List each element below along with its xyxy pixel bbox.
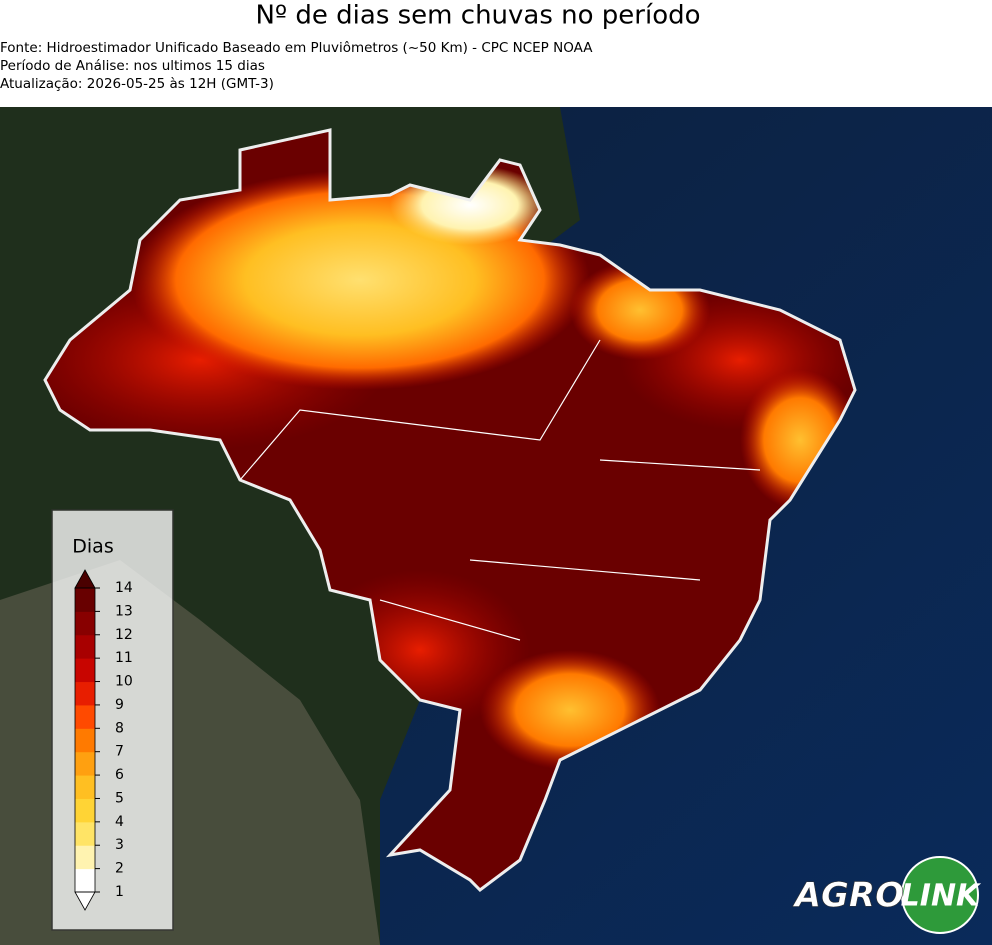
colorbar-segment <box>75 821 95 846</box>
colorbar-segment <box>75 728 95 753</box>
colorbar-segment <box>75 611 95 636</box>
colorbar-segment <box>75 845 95 870</box>
colorbar-segment <box>75 751 95 776</box>
colorbar-frame <box>74 587 96 893</box>
legend-box <box>51 509 174 931</box>
colorbar-segment <box>75 704 95 729</box>
colorbar-tick-label: 4 <box>115 814 124 830</box>
colorbar-tick-label: 11 <box>115 650 133 666</box>
colorbar-tick-label: 10 <box>115 674 133 690</box>
colorbar-segment <box>75 798 95 823</box>
colorbar-tick-label: 1 <box>115 884 124 900</box>
logo-left: AGRO <box>792 876 904 916</box>
colorbar-segment <box>75 775 95 799</box>
colorbar-tick-label: 7 <box>115 744 124 760</box>
colorbar-segment <box>75 658 95 683</box>
logo-right: LINK <box>901 879 982 914</box>
colorbar-tick-label: 12 <box>115 627 133 643</box>
title: Nº de dias sem chuvas no período <box>255 1 700 31</box>
legend-title: Dias <box>72 536 113 558</box>
colorbar-tick-label: 14 <box>115 580 133 596</box>
colorbar-tick-label: 2 <box>115 861 124 877</box>
colorbar-tick-label: 6 <box>115 767 124 783</box>
colorbar-tick-label: 13 <box>115 603 133 619</box>
colorbar-tick-label: 3 <box>115 837 124 853</box>
colorbar-tick-label: 8 <box>115 720 124 736</box>
subtitle-line: Fonte: Hidroestimador Unificado Baseado … <box>0 40 593 56</box>
subtitle-line: Período de Análise: nos ultimos 15 dias <box>0 58 265 74</box>
colorbar-tick-label: 9 <box>115 697 124 713</box>
colorbar-segment <box>75 588 95 612</box>
subtitle-line: Atualização: 2026-05-25 às 12H (GMT-3) <box>0 76 274 92</box>
state-lines <box>239 339 761 641</box>
colorbar-segment <box>75 634 95 659</box>
header: Nº de dias sem chuvas no período Fonte: … <box>0 1 701 93</box>
colorbar-tick-label: 5 <box>115 790 124 806</box>
colorbar-segment <box>75 681 95 706</box>
colorbar-segment <box>75 868 95 893</box>
logo: AGRO LINK <box>791 856 982 934</box>
logo-circle <box>901 856 979 934</box>
